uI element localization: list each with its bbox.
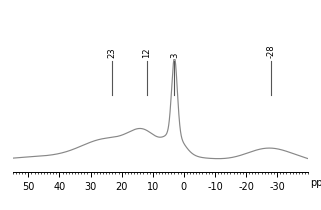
Text: 23: 23: [108, 47, 117, 58]
Text: -28: -28: [266, 44, 275, 58]
Text: 12: 12: [142, 47, 151, 58]
Text: 3: 3: [170, 52, 179, 58]
Text: ppm: ppm: [310, 178, 321, 188]
